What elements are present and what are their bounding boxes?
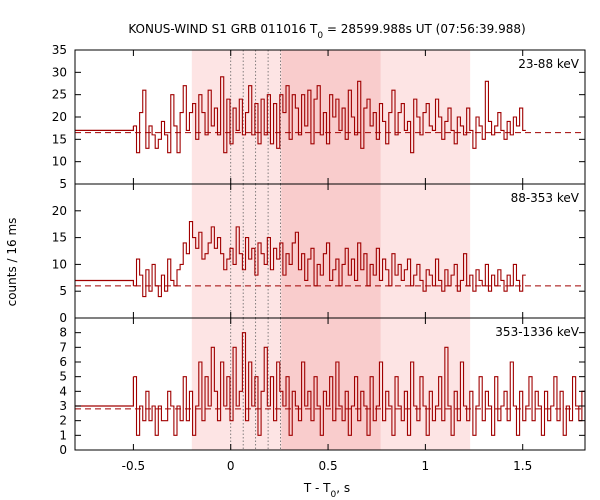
energy-band-label: 353-1336 keV <box>495 325 579 339</box>
y-tick-label: 4 <box>59 384 67 398</box>
x-axis-label: T - T0, s <box>303 481 350 500</box>
y-tick-label: 15 <box>52 231 67 245</box>
pre-trigger-level <box>75 376 134 407</box>
y-tick-label: 1 <box>59 428 67 442</box>
y-tick-label: 15 <box>52 132 67 146</box>
y-tick-label: 10 <box>52 257 67 271</box>
count-histogram <box>133 332 586 436</box>
x-tick-label: -0.5 <box>122 459 145 473</box>
y-tick-label: 0 <box>59 311 67 325</box>
energy-band-label: 88-353 keV <box>511 191 580 205</box>
pre-trigger-level <box>75 125 134 131</box>
chart-title: KONUS-WIND S1 GRB 011016 T0 = 28599.988s… <box>128 22 525 41</box>
y-axis-label: counts / 16 ms <box>5 218 19 307</box>
y-tick-label: 3 <box>59 399 67 413</box>
y-tick-label: 5 <box>59 284 67 298</box>
count-histogram <box>133 76 526 154</box>
panel-1: 5 10 15 20 25 30 35 23-88 keV <box>52 43 586 191</box>
y-tick-label: 20 <box>52 110 67 124</box>
y-tick-label: 20 <box>52 204 67 218</box>
y-tick-label: 0 <box>59 443 67 457</box>
panel-frame <box>74 317 586 451</box>
panel-2: 0 5 10 15 20 88-353 keV <box>52 183 586 325</box>
x-tick-label: 1 <box>422 459 430 473</box>
pre-trigger-level <box>75 279 134 286</box>
y-tick-label: 6 <box>59 355 67 369</box>
x-tick-label: 1.5 <box>513 459 532 473</box>
y-tick-label: 7 <box>59 340 67 354</box>
x-tick-label: 0.5 <box>319 459 338 473</box>
count-histogram <box>133 220 526 298</box>
y-tick-label: 5 <box>59 177 67 191</box>
x-tick-label: 0 <box>227 459 235 473</box>
y-tick-label: 30 <box>52 65 67 79</box>
y-tick-label: 10 <box>52 155 67 169</box>
y-tick-label: 5 <box>59 370 67 384</box>
shaded-region-2 <box>281 318 381 450</box>
y-tick-label: 35 <box>52 43 67 57</box>
shaded-region-2 <box>281 50 381 184</box>
y-tick-label: 25 <box>52 88 67 102</box>
energy-band-label: 23-88 keV <box>518 57 580 71</box>
y-tick-label: 8 <box>59 326 67 340</box>
shaded-region-2 <box>281 184 381 318</box>
y-tick-label: 2 <box>59 414 67 428</box>
